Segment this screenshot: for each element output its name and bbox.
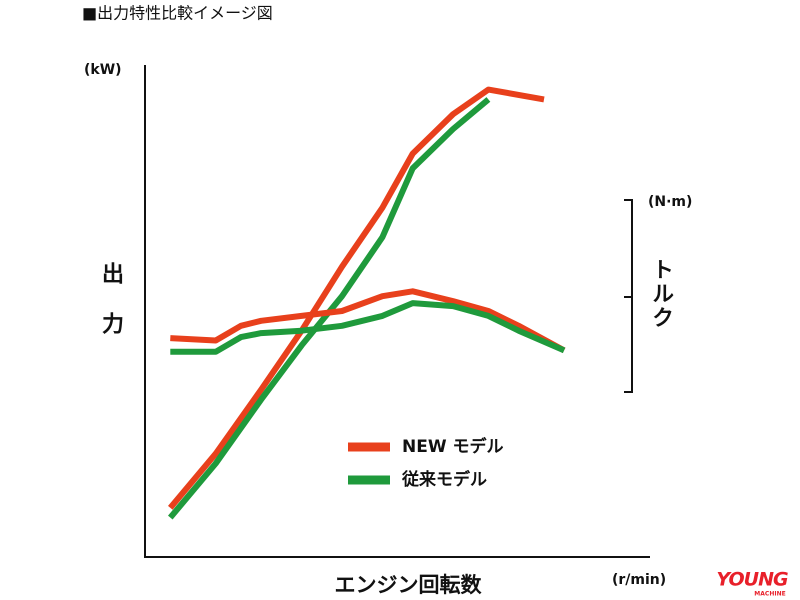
y2-unit: (N·m) (648, 194, 692, 210)
watermark-sub: MACHINE (754, 591, 785, 598)
legend-label: 従来モデル (401, 469, 487, 490)
y-axis-title: 出力 (98, 262, 124, 362)
series-line (170, 288, 566, 354)
legend-label: NEW モデル (402, 436, 504, 457)
x-axis-title: エンジン回転数 (335, 573, 483, 597)
chart-title: ■出力特性比較イメージ図 (82, 4, 273, 23)
watermark: YOUNG (716, 569, 788, 591)
series-line (168, 86, 545, 510)
series-line (170, 300, 566, 355)
x-unit: (r/min) (612, 572, 666, 588)
series-line (168, 97, 491, 520)
y2-axis (624, 199, 633, 393)
y-unit: (kW) (84, 62, 122, 78)
y2-axis-title: トルク (648, 258, 673, 330)
